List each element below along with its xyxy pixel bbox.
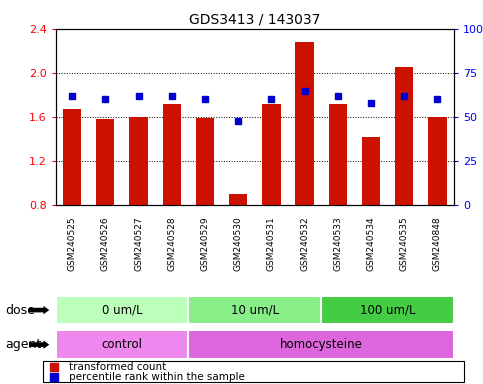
Bar	[328, 104, 347, 205]
Text: GSM240528: GSM240528	[167, 216, 176, 271]
Text: dose: dose	[5, 304, 35, 316]
Bar	[129, 117, 148, 205]
Text: control: control	[101, 338, 142, 351]
Text: 0 um/L: 0 um/L	[101, 304, 142, 316]
Text: GSM240530: GSM240530	[234, 216, 242, 271]
Text: percentile rank within the sample: percentile rank within the sample	[69, 372, 244, 382]
Bar	[63, 109, 81, 205]
Text: homocysteine: homocysteine	[280, 338, 363, 351]
Bar	[56, 296, 188, 324]
Bar	[362, 137, 380, 205]
Bar	[395, 68, 413, 205]
Text: GSM240848: GSM240848	[433, 216, 442, 271]
Bar	[196, 118, 214, 205]
Text: GSM240535: GSM240535	[400, 216, 409, 271]
Bar	[229, 194, 247, 205]
Text: GSM240532: GSM240532	[300, 216, 309, 271]
Text: GSM240526: GSM240526	[101, 216, 110, 271]
Bar	[56, 330, 188, 359]
Text: GSM240525: GSM240525	[68, 216, 77, 271]
Text: 100 um/L: 100 um/L	[360, 304, 415, 316]
Title: GDS3413 / 143037: GDS3413 / 143037	[189, 12, 320, 26]
Bar	[188, 330, 454, 359]
Text: agent: agent	[5, 338, 41, 351]
Bar	[188, 296, 321, 324]
Text: transformed count: transformed count	[69, 362, 166, 372]
Text: GSM240531: GSM240531	[267, 216, 276, 271]
Bar	[96, 119, 114, 205]
Text: 10 um/L: 10 um/L	[231, 304, 279, 316]
Bar	[296, 42, 314, 205]
Text: GSM240534: GSM240534	[367, 216, 375, 271]
Bar	[321, 296, 454, 324]
Bar	[428, 117, 447, 205]
Bar	[262, 104, 281, 205]
Text: GSM240527: GSM240527	[134, 216, 143, 271]
Text: GSM240529: GSM240529	[200, 216, 210, 271]
Text: GSM240533: GSM240533	[333, 216, 342, 271]
Bar	[163, 104, 181, 205]
